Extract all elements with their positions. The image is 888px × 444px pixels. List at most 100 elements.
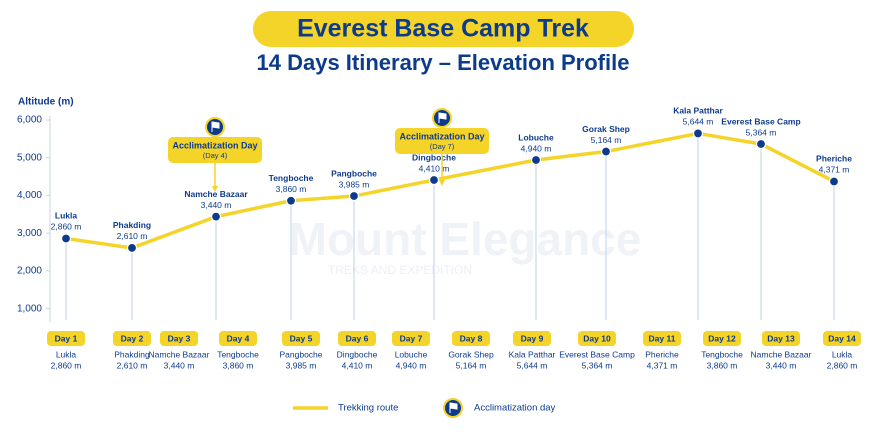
chart-title: Everest Base Camp Trek [297,15,589,43]
day-place: Pheriche [645,349,679,359]
day-place: Dingboche [337,349,378,359]
point-name: Namche Bazaar [184,189,248,199]
day-place: Tengboche [217,349,259,359]
route-point [755,138,767,150]
day-label: Day 9 [521,333,544,343]
point-name: Tengboche [269,173,314,183]
legend-label: Trekking route [338,403,398,414]
point-value: 5,644 m [683,117,714,127]
y-tick-label: 6,000 [17,115,42,126]
route-point [210,211,222,222]
day-elevation: 4,371 m [647,360,678,370]
day-elevation: 5,364 m [582,360,613,370]
route-point [348,190,360,202]
day-elevation: 3,440 m [164,360,195,370]
route-point [60,233,72,244]
day-place: Phakding [114,349,150,359]
point-name: Lobuche [518,132,554,142]
point-value: 4,410 m [419,163,450,173]
day-place: Tengboche [701,349,743,359]
legend-flag-glyph [449,402,458,413]
day-badge [47,331,85,346]
day-badge [643,331,681,346]
y-tick-label: 1,000 [17,303,42,314]
annotation-flag-glyph [211,121,220,132]
day-badge [113,331,151,346]
day-label: Day 12 [708,333,736,343]
day-elevation: 3,860 m [707,360,738,370]
day-elevation: 2,860 m [51,360,82,370]
title-pill [253,11,634,47]
annotation-arrowhead [439,180,445,186]
point-name: Lukla [55,211,77,221]
point-value: 3,440 m [201,200,232,210]
day-label: Day 2 [121,333,144,343]
day-label: Day 8 [460,333,483,343]
day-label: Day 11 [649,333,676,343]
day-badge [823,331,861,346]
day-label: Day 14 [828,333,856,343]
point-name: Pheriche [816,154,852,164]
day-badge [762,331,800,346]
point-name: Pangboche [331,168,377,178]
route-point [828,176,840,187]
route-point [530,154,542,166]
day-badge [282,331,320,346]
day-elevation: 3,860 m [223,360,254,370]
annotation-flag-glyph [438,112,447,123]
day-label: Day 1 [55,333,78,343]
point-value: 2,860 m [51,222,82,232]
route-point [692,128,704,139]
annotation-note: (Day 4) [203,151,228,160]
route-point [285,195,297,206]
point-value: 5,364 m [746,127,777,137]
day-elevation: 3,440 m [766,360,797,370]
day-elevation: 4,940 m [396,360,427,370]
day-place: Namche Bazaar [751,349,812,359]
watermark-title: Mount Elegance [289,213,642,265]
day-place: Lobuche [395,349,428,359]
chart-subtitle: 14 Days Itinerary – Elevation Profile [257,50,630,75]
day-place: Namche Bazaar [149,349,210,359]
day-label: Day 7 [400,333,423,343]
annotation-label: Acclimatization Day [172,140,257,150]
day-badge [160,331,198,346]
day-badge [392,331,430,346]
day-label: Day 10 [583,333,611,343]
day-badge [513,331,551,346]
day-elevation: 2,860 m [827,360,858,370]
day-elevation: 5,644 m [517,360,548,370]
point-value: 4,371 m [819,165,850,175]
annotation-note: (Day 7) [430,142,455,151]
point-value: 5,164 m [591,135,622,145]
day-badge [703,331,741,346]
day-badge [338,331,376,346]
day-place: Gorak Shep [448,349,494,359]
annotation-box [168,137,262,163]
annotation-arrowhead [212,186,218,192]
legend-label: Acclimatization day [474,403,556,414]
day-place: Lukla [56,349,77,359]
point-value: 4,940 m [521,143,552,153]
point-value: 3,985 m [339,179,370,189]
point-name: Everest Base Camp [721,116,800,126]
day-label: Day 3 [168,333,191,343]
y-tick-label: 4,000 [17,190,42,201]
annotation-label: Acclimatization Day [399,131,484,141]
y-tick-label: 2,000 [17,266,42,277]
day-label: Day 5 [290,333,313,343]
y-tick-label: 3,000 [17,228,42,239]
point-name: Phakding [113,220,151,230]
route-point [126,242,138,254]
route-point [428,174,440,186]
watermark-subtitle: TREKS AND EXPEDITION [328,263,472,277]
y-tick-label: 5,000 [17,152,42,163]
day-badge [219,331,257,346]
day-elevation: 5,164 m [456,360,487,370]
route-point [600,146,612,157]
y-axis-label: Altitude (m) [18,97,74,108]
day-elevation: 2,610 m [117,360,148,370]
day-place: Everest Base Camp [559,349,635,359]
